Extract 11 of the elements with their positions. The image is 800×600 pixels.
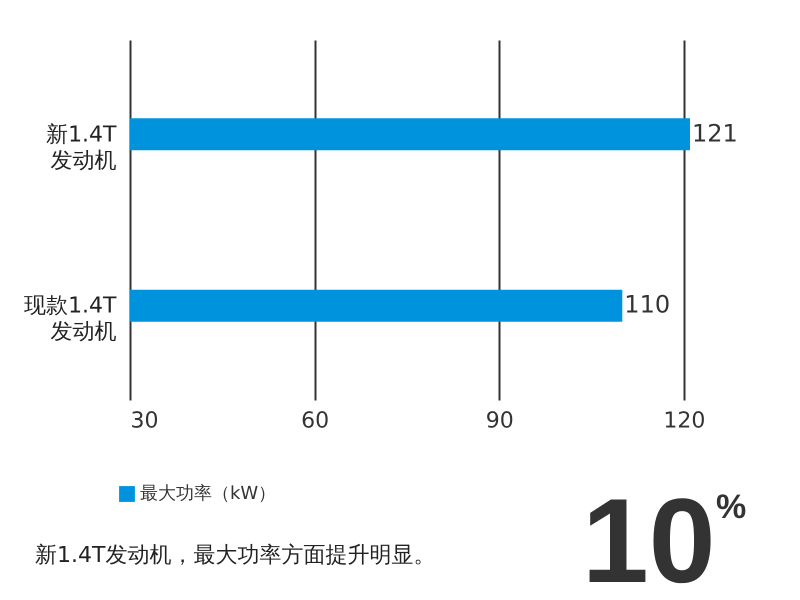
data-label: 121	[692, 119, 738, 148]
y-tick-label: 现款1.4T发动机	[24, 294, 118, 345]
x-tick-label: 30	[130, 408, 158, 434]
legend-label: 最大功率（kW）	[140, 483, 276, 504]
x-tick-label: 90	[486, 408, 514, 434]
text: 新1.4T发动机，最大功率方面提升明显。	[35, 543, 436, 568]
x-tick-label: 60	[301, 408, 330, 434]
text: 10%	[582, 474, 746, 600]
y-tick-label: 新1.4T发动机	[46, 122, 118, 174]
data-label: 110	[624, 290, 670, 319]
x-tick-label: 120	[663, 408, 706, 434]
